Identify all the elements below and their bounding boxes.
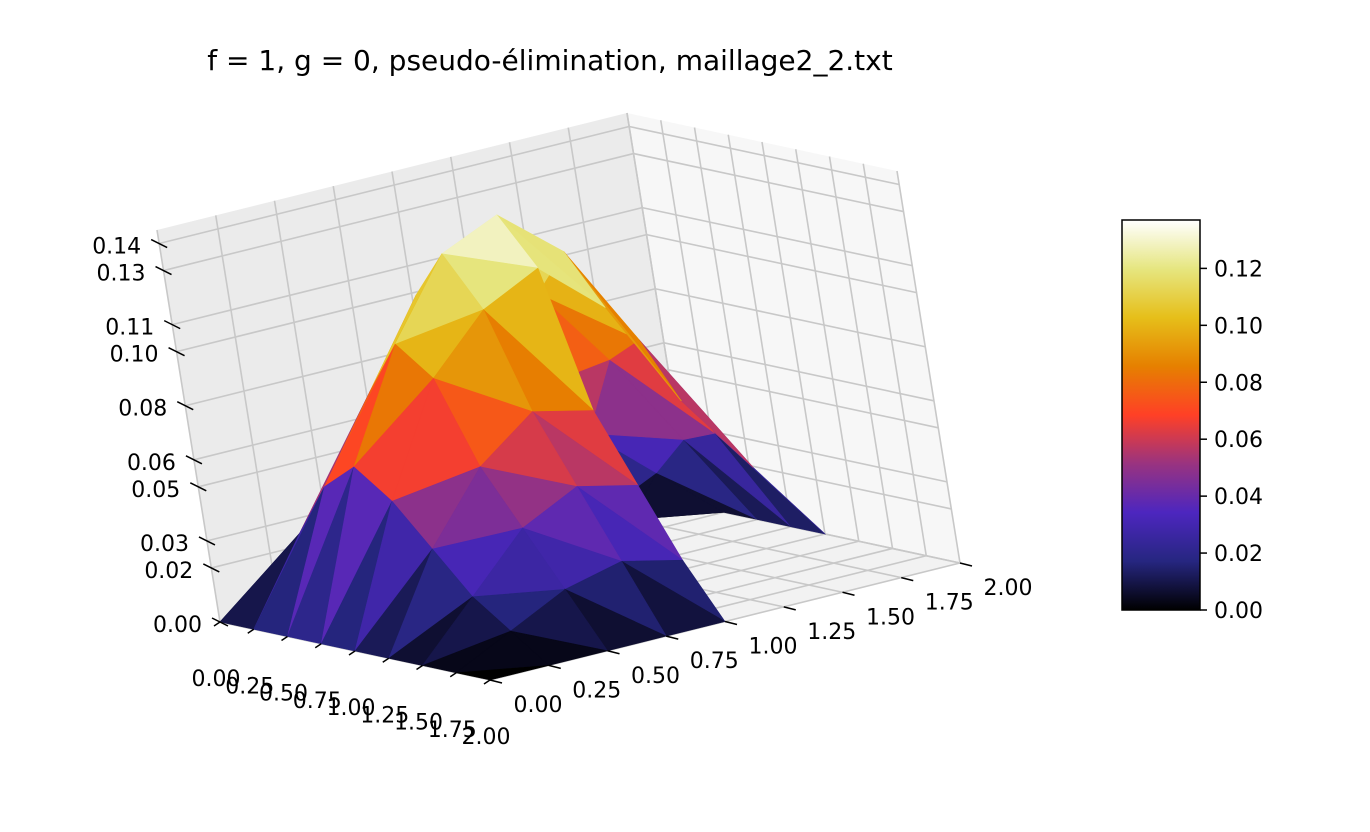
x-tick-label: 0.00 <box>192 667 241 692</box>
back-wall-gridline-x <box>693 127 759 520</box>
back-wall-gridline-x <box>794 149 860 542</box>
left-wall-gridline-z <box>158 125 630 245</box>
y-tick-mark <box>901 576 914 582</box>
x-tick-mark <box>247 628 255 634</box>
x-tick-mark <box>416 664 423 671</box>
y-tick-mark <box>959 562 973 567</box>
z-tick-mark <box>189 482 207 492</box>
left-wall-gridline-z <box>172 206 643 326</box>
x-tick-mark <box>483 679 491 685</box>
y-tick-label: 0.75 <box>690 649 739 674</box>
x-tick-label: 1.50 <box>394 711 443 736</box>
x-tick-label: 0.50 <box>259 682 308 707</box>
x-tick-label: 0.75 <box>293 689 342 714</box>
z-tick-label: 0.08 <box>118 397 167 422</box>
y-tick-mark <box>607 650 620 655</box>
left-wall-gridline-y <box>214 215 280 608</box>
x-tick-mark <box>382 657 390 663</box>
z-tick-label: 0.03 <box>140 532 189 557</box>
z-tick-mark <box>202 563 220 573</box>
z-tick-label: 0.11 <box>105 316 154 341</box>
colorbar: 0.00 0.02 0.04 0.06 0.08 0.10 0.12 <box>1121 219 1263 624</box>
x-tick-mark <box>314 643 322 649</box>
back-wall-gridline-x <box>727 134 793 527</box>
y-tick-label: 0.00 <box>514 693 563 718</box>
back-wall-gridline-z <box>633 152 904 213</box>
surface <box>219 214 827 681</box>
z-tick-mark <box>211 617 229 627</box>
y-tick-label: 0.25 <box>572 678 621 703</box>
x-tick-mark <box>348 650 356 656</box>
colorbar-tick-label: 0.06 <box>1214 428 1263 453</box>
x-tick-mark <box>449 672 457 678</box>
back-wall-gridline-z <box>646 233 917 294</box>
z-tick-mark <box>198 536 216 546</box>
z-tick-label: 0.00 <box>153 613 202 638</box>
colorbar-tick-label: 0.02 <box>1214 542 1263 567</box>
left-wall-gridline-z <box>163 152 634 272</box>
y-tick-mark <box>489 679 503 684</box>
back-wall-gridline-z <box>642 206 913 267</box>
colorbar-tick-label: 0.00 <box>1214 599 1263 624</box>
axes-ticks: 0.000.250.500.751.001.251.501.752.000.00… <box>92 235 1032 750</box>
back-wall-gridline-x <box>862 163 928 556</box>
chart-title: f = 1, g = 0, pseudo-élimination, mailla… <box>207 44 892 77</box>
back-wall-gridline-x <box>761 141 826 535</box>
x-tick-label: 1.00 <box>327 696 376 721</box>
x-tick-label: 0.25 <box>225 674 274 699</box>
y-tick-label: 1.00 <box>749 635 798 660</box>
y-tick-label: 1.25 <box>807 620 856 645</box>
x-tick-label: 1.25 <box>360 703 409 728</box>
left-wall-gridline-z <box>176 233 647 353</box>
y-tick-label: 1.50 <box>866 605 915 630</box>
x-tick-label: 2.00 <box>462 725 511 750</box>
back-wall-gridline-z <box>655 287 926 348</box>
back-wall-gridline-z <box>629 125 900 186</box>
z-tick-label: 0.05 <box>131 478 180 503</box>
x-tick-mark <box>213 621 221 627</box>
z-tick-label: 0.10 <box>110 343 159 368</box>
z-tick-mark <box>185 455 203 465</box>
x-tick-mark <box>281 635 288 642</box>
y-tick-label: 1.75 <box>925 591 974 616</box>
z-tick-label: 0.02 <box>144 559 193 584</box>
back-wall-gridline-x <box>896 170 961 564</box>
y-tick-mark <box>548 664 561 670</box>
z-tick-label: 0.13 <box>97 262 146 287</box>
y-tick-mark <box>783 606 796 611</box>
floor-gridline-y <box>631 518 902 579</box>
y-tick-label: 2.00 <box>984 576 1033 601</box>
z-tick-mark <box>168 346 185 357</box>
left-wall-gridline-y <box>156 229 221 623</box>
y-tick-mark <box>724 620 738 626</box>
colorbar-tick-label: 0.12 <box>1214 257 1263 282</box>
y-tick-mark <box>666 635 679 640</box>
y-tick-label: 0.50 <box>631 664 680 689</box>
y-tick-mark <box>842 591 855 596</box>
colorbar-tick-label: 0.10 <box>1214 314 1263 339</box>
surface-facet <box>456 665 549 681</box>
z-tick-label: 0.14 <box>92 235 141 260</box>
colorbar-tick-label: 0.08 <box>1214 371 1263 396</box>
z-tick-mark <box>163 319 181 330</box>
z-tick-mark <box>176 401 194 411</box>
back-wall-gridline-x <box>828 156 894 549</box>
back-wall-gridline-z <box>663 342 935 402</box>
colorbar-tick-label: 0.04 <box>1214 485 1263 510</box>
x-tick-label: 1.75 <box>428 718 477 743</box>
z-tick-mark <box>150 238 168 249</box>
z-tick-label: 0.06 <box>127 451 176 476</box>
z-tick-mark <box>155 265 172 276</box>
back-wall-gridline-z <box>668 369 939 429</box>
colorbar-body <box>1121 219 1201 611</box>
